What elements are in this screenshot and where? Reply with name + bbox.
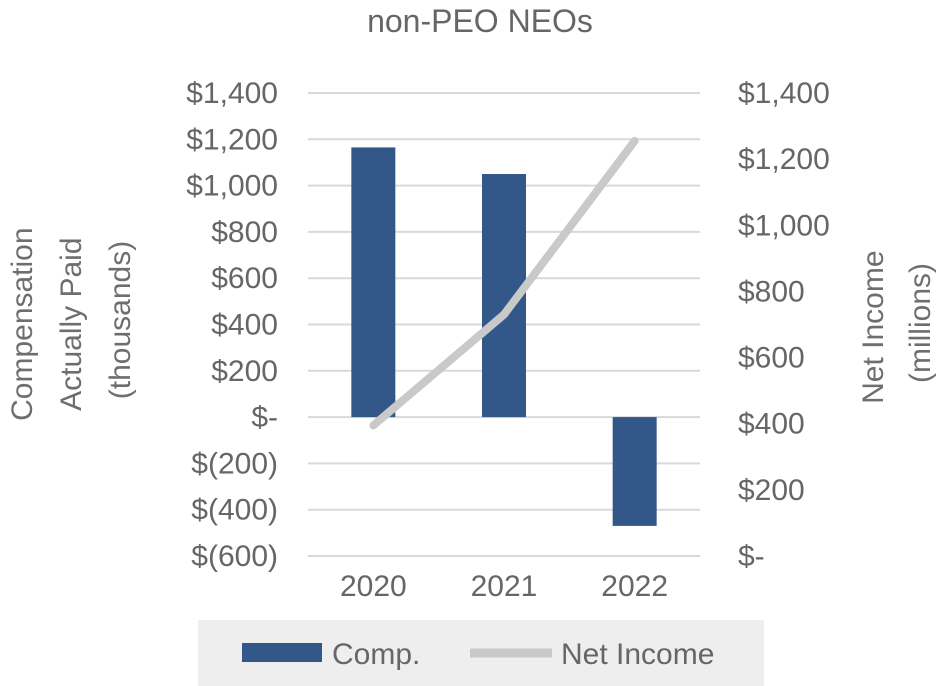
left-tick-label: $400	[211, 309, 278, 342]
legend-label-net-income: Net Income	[561, 638, 714, 671]
right-tick-label: $400	[738, 408, 805, 441]
left-tick-label: $1,200	[186, 123, 278, 156]
left-axis-label: Compensation Actually Paid (thousands)	[6, 219, 137, 421]
left-tick-label: $600	[211, 262, 278, 295]
bar-comp	[612, 417, 657, 526]
bar-series	[351, 147, 657, 526]
left-tick-label: $(400)	[191, 494, 278, 527]
chart-title: non-PEO NEOs	[367, 3, 593, 39]
left-axis-label-line-1: Compensation	[6, 227, 39, 420]
right-axis-ticks: $- $200 $400 $600 $800 $1,000 $1,200 $1,400	[738, 77, 830, 573]
line-net-income	[369, 136, 639, 430]
legend-label-comp: Comp.	[332, 638, 420, 671]
right-tick-label: $1,400	[738, 77, 830, 110]
left-tick-label: $(600)	[191, 540, 278, 573]
x-tick-label: 2020	[340, 570, 407, 603]
left-tick-label: $-	[251, 401, 278, 434]
right-tick-label: $800	[738, 275, 805, 308]
right-tick-label: $600	[738, 342, 805, 375]
left-axis-label-line-3: (thousands)	[104, 241, 137, 399]
bar-comp	[351, 147, 396, 418]
x-tick-label: 2021	[471, 570, 538, 603]
left-tick-label: $200	[211, 355, 278, 388]
x-axis-ticks: 2020 2021 2022	[340, 570, 668, 603]
right-tick-label: $1,000	[738, 209, 830, 242]
right-tick-label: $200	[738, 474, 805, 507]
right-tick-label: $-	[738, 540, 765, 573]
left-tick-label: $1,400	[186, 77, 278, 110]
legend-swatch-comp	[242, 643, 322, 662]
right-axis-label-line-1: Net Income	[857, 250, 890, 403]
left-tick-label: $1,000	[186, 170, 278, 203]
left-axis-label-line-2: Actually Paid	[55, 237, 88, 410]
left-tick-label: $(200)	[191, 447, 278, 480]
left-tick-label: $800	[211, 216, 278, 249]
right-axis-label-line-2: (millions)	[904, 263, 937, 383]
right-axis-label: Net Income (millions)	[857, 242, 937, 404]
legend: Comp. Net Income	[198, 620, 764, 686]
left-axis-ticks: $(600) $(400) $(200) $- $200 $400 $600 $800 $1,0…	[186, 77, 278, 573]
right-tick-label: $1,200	[738, 143, 830, 176]
line-series	[369, 136, 639, 430]
x-tick-label: 2022	[601, 570, 668, 603]
